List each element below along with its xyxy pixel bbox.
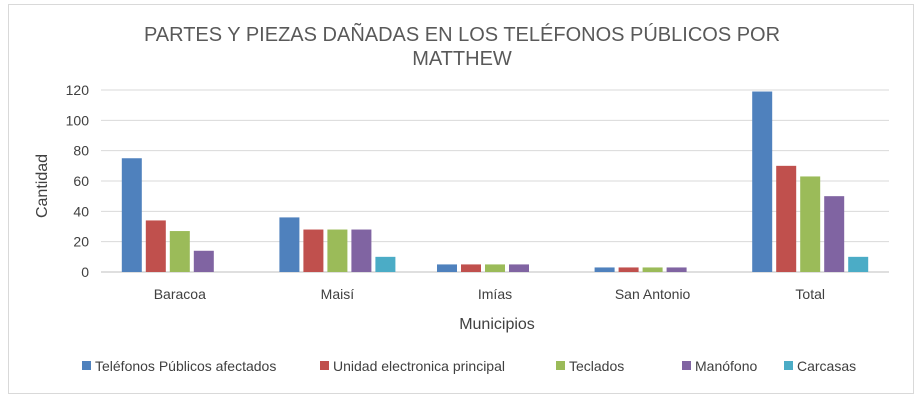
x-tick-label-san-antonio: San Antonio bbox=[615, 286, 691, 302]
gridlines bbox=[101, 89, 889, 273]
chart-title: PARTES Y PIEZAS DAÑADAS EN LOS TELÉFONOS… bbox=[144, 22, 780, 70]
y-tick-label-0: 0 bbox=[81, 264, 89, 280]
legend-swatch-0 bbox=[82, 361, 91, 370]
y-tick-label-100: 100 bbox=[66, 112, 90, 128]
bar-total-series-3 bbox=[824, 196, 845, 272]
bar-san-antonio-series-0 bbox=[594, 267, 615, 272]
y-tick-label-40: 40 bbox=[73, 203, 89, 219]
x-axis-title: Municipios bbox=[459, 316, 535, 333]
bars bbox=[121, 91, 869, 273]
legend-swatch-1 bbox=[320, 361, 329, 370]
bar-maisí-series-0 bbox=[279, 217, 300, 272]
bar-imías-series-3 bbox=[509, 264, 529, 272]
bar-imías-series-2 bbox=[485, 264, 505, 272]
bar-maisí-series-1 bbox=[303, 229, 324, 272]
x-tick-label-maisí: Maisí bbox=[321, 286, 355, 302]
legend-swatch-3 bbox=[682, 361, 691, 370]
x-tick-label-total: Total bbox=[795, 286, 825, 302]
legend-swatch-2 bbox=[556, 361, 565, 370]
legend-label-3: Manófono bbox=[695, 358, 757, 374]
legend-label-4: Carcasas bbox=[797, 358, 856, 374]
bar-san-antonio-series-3 bbox=[666, 267, 687, 272]
bar-maisí-series-4 bbox=[375, 256, 396, 272]
bar-baracoa-series-3 bbox=[193, 250, 214, 272]
legend: Teléfonos Públicos afectados Unidad elect… bbox=[82, 358, 856, 374]
x-axis-ticks: Baracoa Maisí Imías San Antonio Total bbox=[154, 286, 825, 302]
bar-total-series-0 bbox=[752, 91, 773, 273]
y-tick-label-120: 120 bbox=[66, 82, 90, 98]
bar-san-antonio-series-1 bbox=[618, 267, 639, 272]
bar-baracoa-series-2 bbox=[169, 231, 190, 272]
bar-total-series-1 bbox=[776, 165, 797, 272]
legend-label-0: Teléfonos Públicos afectados bbox=[95, 358, 276, 374]
x-tick-label-baracoa: Baracoa bbox=[154, 286, 206, 302]
chart-frame: PARTES Y PIEZAS DAÑADAS EN LOS TELÉFONOS… bbox=[8, 4, 914, 394]
legend-label-1: Unidad electronica principal bbox=[333, 358, 505, 374]
y-axis-ticks: 0 20 40 60 80 100 120 bbox=[66, 82, 90, 280]
y-axis-title: Cantidad bbox=[34, 154, 51, 218]
legend-label-2: Teclados bbox=[569, 358, 624, 374]
y-tick-label-60: 60 bbox=[73, 173, 89, 189]
bar-baracoa-series-1 bbox=[145, 220, 166, 272]
bar-imías-series-1 bbox=[461, 264, 481, 272]
bar-maisí-series-3 bbox=[351, 229, 372, 272]
bar-total-series-4 bbox=[848, 256, 869, 272]
bar-maisí-series-2 bbox=[327, 229, 348, 272]
chart-title-line-1: PARTES Y PIEZAS DAÑADAS EN LOS TELÉFONOS… bbox=[144, 22, 780, 46]
bar-chart: PARTES Y PIEZAS DAÑADAS EN LOS TELÉFONOS… bbox=[34, 22, 889, 374]
bar-total-series-2 bbox=[800, 176, 821, 272]
bar-san-antonio-series-2 bbox=[642, 267, 663, 272]
bar-imías-series-0 bbox=[437, 264, 457, 272]
legend-swatch-4 bbox=[784, 361, 793, 370]
y-tick-label-20: 20 bbox=[73, 234, 89, 250]
bar-baracoa-series-0 bbox=[121, 158, 142, 272]
y-tick-label-80: 80 bbox=[73, 143, 89, 159]
chart-title-line-2: MATTHEW bbox=[412, 48, 512, 70]
x-tick-label-imías: Imías bbox=[478, 286, 512, 302]
